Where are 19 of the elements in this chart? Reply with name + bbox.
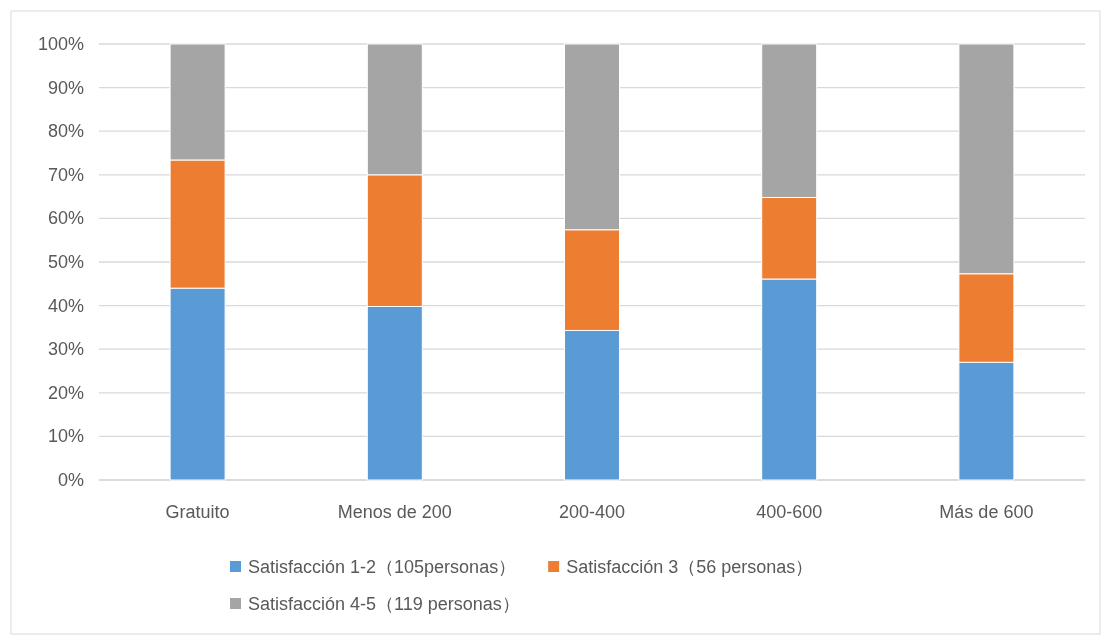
legend-label: Satisfacción 4-5（119 personas）: [248, 594, 520, 614]
y-tick-label: 10%: [47, 426, 84, 447]
y-tick-label: 40%: [47, 295, 84, 316]
x-tick-label: Menos de 200: [337, 502, 452, 522]
y-tick-label: 20%: [47, 382, 84, 403]
x-tick-label: Más de 600: [939, 502, 1034, 522]
y-tick-label: 90%: [47, 77, 84, 98]
y-tick-label: 50%: [47, 252, 84, 272]
x-tick-label: 200-400: [558, 502, 626, 522]
y-tick-label: 0%: [57, 470, 84, 490]
y-tick-label: 80%: [47, 121, 84, 142]
y-tick-label: 100%: [37, 34, 84, 54]
legend-label: Satisfacción 1-2（105personas）: [248, 557, 517, 577]
y-tick-label: 70%: [47, 164, 84, 185]
y-tick-label: 30%: [47, 339, 84, 360]
x-tick-label: 400-600: [756, 502, 823, 522]
x-tick-label: Gratuito: [165, 502, 230, 522]
legend-label: Satisfacción 3（56 personas）: [566, 557, 814, 577]
y-tick-label: 60%: [47, 208, 84, 229]
